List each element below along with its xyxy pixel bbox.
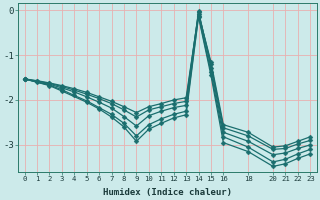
X-axis label: Humidex (Indice chaleur): Humidex (Indice chaleur) bbox=[103, 188, 232, 197]
